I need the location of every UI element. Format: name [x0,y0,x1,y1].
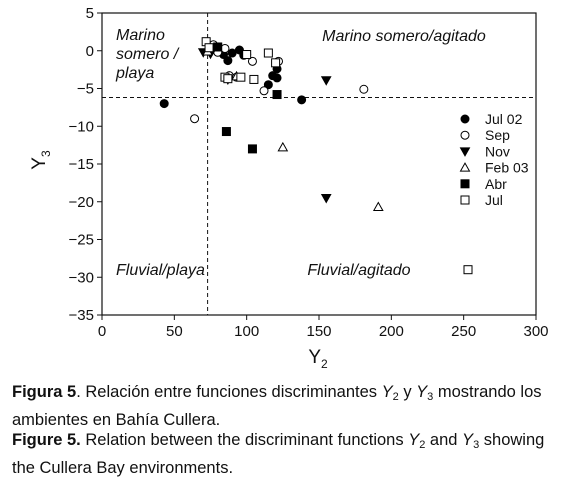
caption-text: and [425,431,463,449]
data-point [259,86,269,96]
region-labels: Marino somero / playa Marino somero/agitado… [115,27,486,279]
caption-variable: Y [381,383,393,401]
region-label-line: playa [115,65,154,82]
region-label-line: Marino somero/agitado [322,28,486,45]
caption-text: mostrando los ambientes en Bahía Cullera… [12,383,542,429]
caption-subscript: 3 [427,391,434,403]
caption-spanish: Figura 5. Relación entre funciones discr… [12,381,570,432]
y-tick-label: −25 [69,232,94,249]
caption-variable: Y [462,431,474,449]
region-label-line: Marino [116,27,165,44]
data-point [249,74,259,84]
x-tick-label: 300 [523,323,548,340]
data-point [204,43,214,53]
region-label-fluvial-playa: Fluvial/playa [116,262,205,279]
legend-label: Sep [485,127,510,143]
legend-label: Jul [485,192,503,208]
legend-marker [460,195,470,205]
legend-item: Jul [460,192,503,208]
data-point [372,201,384,212]
x-tick-label: 200 [379,323,404,340]
caption-subscript: 2 [419,439,426,451]
y-tick-label: 0 [86,43,94,60]
data-point [236,72,246,82]
y-tick-label: 5 [86,5,94,22]
data-point [359,84,369,94]
region-label-line: somero / [116,46,180,63]
axis-titles: Y2 Y3 [29,150,328,370]
data-point [263,48,273,58]
data-point [297,95,307,105]
y-tick-label: −15 [69,156,94,173]
legend-marker [459,162,471,172]
caption-subscript: 2 [392,391,399,403]
caption-variable: Y [408,431,420,449]
scatter-plot: 0 50 100 150 200 250 30050−5−10−15−20−25−30−35… [29,5,549,370]
y-axis-label: Y3 [29,150,53,170]
data-point [190,114,200,124]
region-label-marino-somero-agitado: Marino somero/agitado [322,28,486,45]
legend-marker [459,147,471,157]
data-point [213,42,223,52]
data-point [272,90,282,100]
series-jul [201,37,473,275]
series-abr [213,42,282,154]
legend-marker [460,179,470,189]
data-point [223,74,233,84]
region-label-line: Fluvial/agitado [307,262,410,279]
legend-item: Jul 02 [460,111,523,127]
legend-label: Jul 02 [485,111,523,127]
region-label-marino-somero-playa: Marino somero / playa [115,27,180,82]
y-tick-label: −30 [69,269,94,286]
legend-marker [460,130,470,140]
data-point [221,127,231,137]
series-nov [197,48,332,204]
x-tick-label: 250 [451,323,476,340]
x-axis-label: Y2 [308,347,328,370]
x-tick-label: 100 [234,323,259,340]
data-point [223,56,233,66]
caption-text: showing the Cullera Bay environments. [12,431,545,477]
data-point [320,76,332,86]
y-tick-label: −5 [77,81,94,98]
legend-item: Feb 03 [459,160,529,176]
legend-item: Nov [459,143,510,159]
caption-subscript: 3 [473,439,480,451]
x-tick-label: 50 [166,323,183,340]
data-point [247,56,257,66]
legend-item: Sep [460,127,510,143]
y-tick-label: −20 [69,194,94,211]
caption-figure-label: Figure 5. [12,431,81,449]
x-tick-label: 0 [98,323,106,340]
caption-figure-label: Figura 5 [12,383,77,401]
legend-label: Feb 03 [485,160,529,176]
caption-text: Relation between the discriminant functi… [80,431,409,449]
data-point [320,193,332,204]
data-point [159,99,169,109]
caption-text: . Relación entre funciones discriminante… [76,383,382,401]
data-points [159,37,473,275]
data-point [247,144,257,154]
data-point [272,73,282,83]
region-label-fluvial-agitado: Fluvial/agitado [307,262,410,279]
data-point [277,141,289,152]
data-point [263,80,273,90]
y-tick-label: −10 [69,118,94,135]
legend-item: Abr [460,176,507,192]
caption-variable: Y [416,383,428,401]
caption-text: y [398,383,417,401]
legend-marker [460,114,470,124]
data-point [463,265,473,275]
caption-english: Figure 5. Relation between the discrimin… [12,429,570,480]
region-label-line: Fluvial/playa [116,262,205,279]
legend-label: Abr [485,176,507,192]
data-point [242,50,252,60]
x-tick-label: 150 [306,323,331,340]
y-tick-label: −35 [69,307,94,324]
legend-label: Nov [485,143,510,159]
data-point [271,58,281,68]
